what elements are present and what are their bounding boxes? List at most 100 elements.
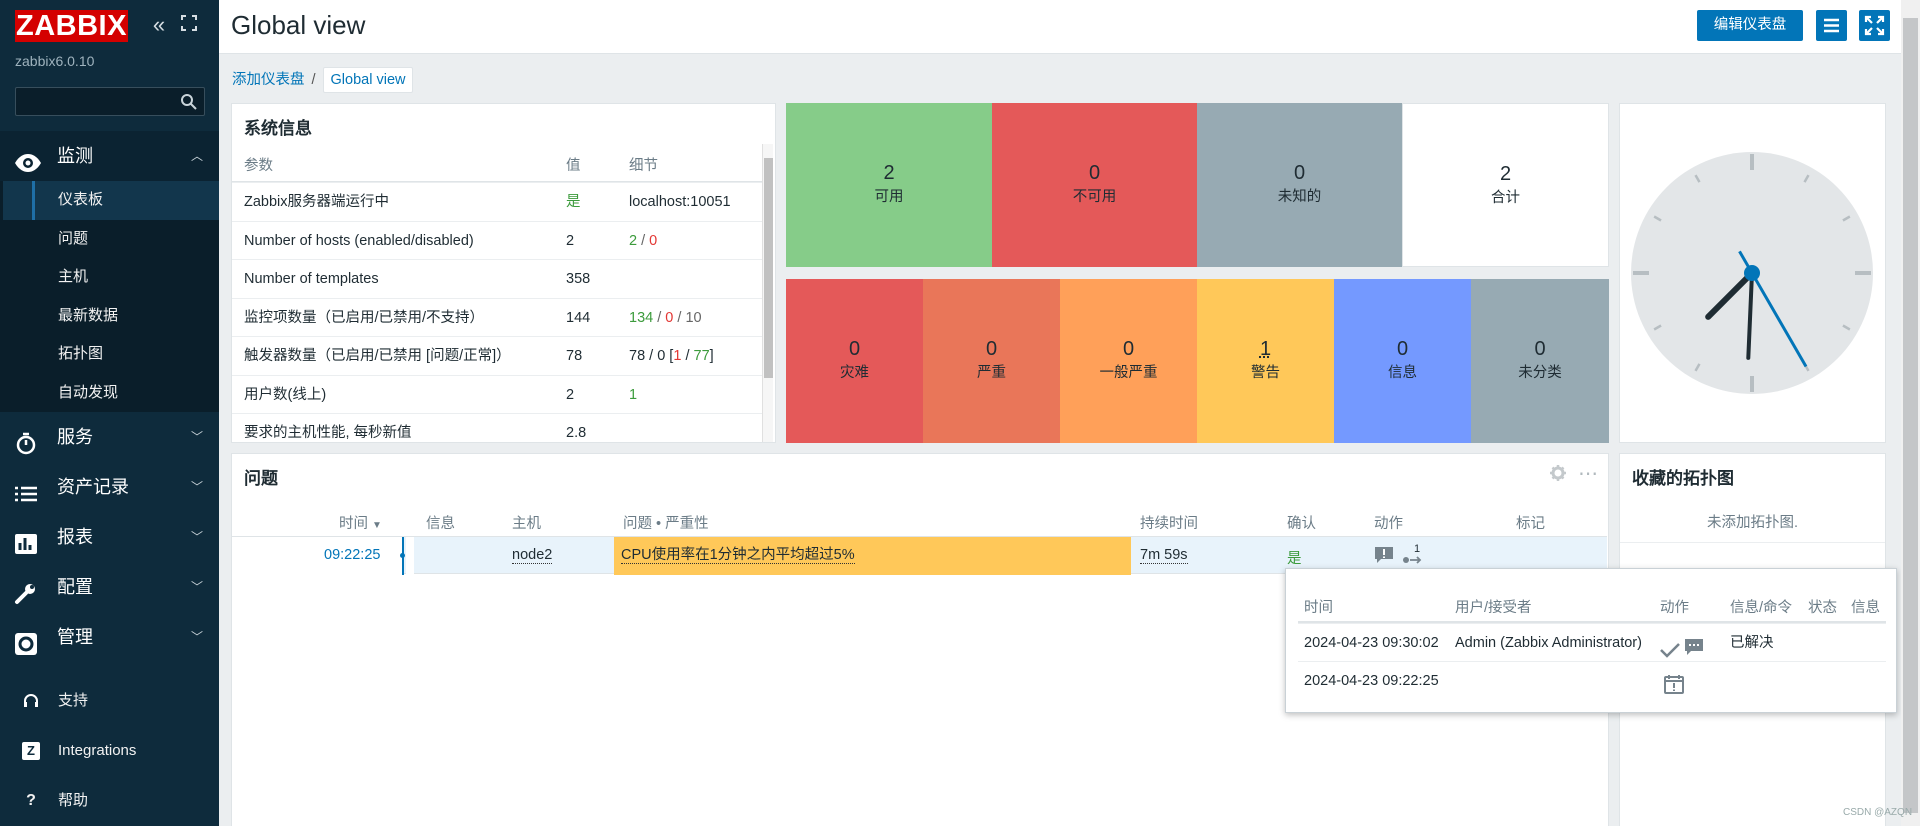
col-header-actions: 动作 [1374,516,1403,532]
minute-hand [1746,271,1754,360]
menu-label: 监测 [57,146,93,166]
severity-not-classified[interactable]: 0 未分类 [1471,279,1609,443]
severity-warning[interactable]: 1 警告 [1197,279,1334,443]
list-icon [14,475,40,502]
submenu-latest-data[interactable]: 最新数据 [58,306,119,324]
fullscreen-icon[interactable] [1859,10,1890,41]
param-cell: 要求的主机性能, 每秒新值 [244,425,412,441]
enabled-count: 134 [629,309,654,326]
col-header-tags: 标记 [1516,516,1545,532]
page-scrollbar[interactable] [1901,0,1920,826]
menu-administration[interactable]: 管理 ﹀ [0,612,219,662]
submenu-discovery[interactable]: 自动发现 [58,383,119,401]
menu-monitoring[interactable]: 监测 ︿ [0,131,219,181]
submenu-maps[interactable]: 拓扑图 [58,345,104,362]
tile-total[interactable]: 2 合计 [1402,103,1609,267]
param-cell: 触发器数量（已启用/已禁用 [问题/正常]） [244,348,511,364]
severity-high[interactable]: 0 严重 [923,279,1060,443]
menu-reports[interactable]: 报表 ﹀ [0,512,219,562]
menu-label: 报表 [57,527,93,547]
zabbix-z-icon: Z [22,742,40,760]
value-cell: 144 [566,309,591,326]
table-row: Number of templates 358 [232,259,762,298]
clock-tick [1653,324,1662,331]
problems-by-severity-widget: 0 灾难 0 严重 0 一般严重 1 警告 0 信息 0 未分类 [786,279,1609,443]
tile-count: 0 [1088,162,1101,184]
tile-available[interactable]: 2 可用 [786,103,992,267]
menu-configuration[interactable]: 配置 ﹀ [0,562,219,612]
search-icon[interactable] [180,93,198,115]
submenu-problems[interactable]: 问题 [58,229,89,247]
detail-cell: 1 [629,386,638,403]
problem-name[interactable]: CPU使用率在1分钟之内平均超过5% [621,547,855,564]
chevron-down-icon: ﹀ [190,530,203,544]
widget-more-icon[interactable]: ⋯ [1578,463,1599,485]
severity-information[interactable]: 0 信息 [1334,279,1471,443]
kiosk-mode-icon[interactable] [178,14,200,36]
monitoring-submenu: 仪表板 问题 主机 最新数据 拓扑图 自动发现 [0,181,219,412]
main-menu: 监测 ︿ 仪表板 问题 主机 最新数据 拓扑图 自动发现 服务 ﹀ 资产记录 ﹀ [0,131,219,662]
widget-scrollbar[interactable] [762,144,773,442]
headset-icon [22,692,40,710]
breadcrumb: 添加仪表盘 / Global view [232,67,414,93]
problem-time-link[interactable]: 09:22:25 [324,547,381,563]
message-icon[interactable] [1374,546,1394,568]
severity-disaster[interactable]: 0 灾难 [786,279,923,443]
popup-col-action: 动作 [1660,600,1689,616]
widget-settings-icon[interactable] [1549,464,1567,486]
tile-unknown[interactable]: 0 未知的 [1197,103,1402,267]
message-icon[interactable] [1684,633,1704,671]
menu-label: 服务 [57,427,93,447]
tile-unavailable[interactable]: 0 不可用 [992,103,1197,267]
value-cell: 78 [566,348,583,364]
problems-widget: 问题 ⋯ 时间 ▼ 信息 主机 问题 • 严重性 持续时间 确认 动作 标记 0… [231,453,1609,826]
menu-help[interactable]: ? 帮助 [0,776,219,826]
col-header-info: 信息 [426,516,455,532]
value-cell: 2 [566,386,575,403]
col-header-host: 主机 [512,516,541,532]
system-info-widget: 系统信息 参数 值 细节 Zabbix服务器端运行中 是 localhost:1… [231,103,776,443]
submenu-hosts[interactable]: 主机 [58,268,89,285]
sidebar: ZABBIX « zabbix6.0.10 监测 ︿ 仪表板 问题 主机 最新数… [0,0,219,826]
wrench-icon [14,575,40,604]
breadcrumb-parent[interactable]: 添加仪表盘 [232,72,305,88]
clock-tick [1653,215,1662,222]
hamburger-icon[interactable] [1816,10,1847,41]
actions-icon[interactable]: 1 [1402,543,1424,569]
tile-label: 未分类 [1518,365,1562,381]
empty-message: 未添加拓扑图. [1620,511,1885,543]
trigger-counts: 78 / 0 [ [629,348,674,364]
host-link[interactable]: node2 [512,547,553,564]
menu-integrations[interactable]: Z Integrations [0,726,219,776]
popup-time: 2024-04-23 09:22:25 [1304,673,1439,689]
severity-average[interactable]: 0 一般严重 [1060,279,1197,443]
submenu-dashboard[interactable]: 仪表板 [3,181,219,220]
value-cell: 358 [566,271,591,287]
chevron-down-icon: ﹀ [190,580,203,594]
gear-icon [14,625,40,655]
col-header-detail: 细节 [629,158,658,174]
menu-label: 资产记录 [57,477,129,497]
clock-tick [1803,174,1810,183]
collapse-sidebar-icon[interactable]: « [152,12,166,37]
bar-chart-icon [14,525,40,554]
menu-support[interactable]: 支持 [0,676,219,726]
table-row[interactable]: 09:22:25 node2 CPU使用率在1分钟之内平均超过5% 7m 59s… [232,536,1607,575]
table-row: 监控项数量（已启用/已禁用/不支持） 144 134 / 0 / 10 [232,297,762,337]
edit-dashboard-button[interactable]: 编辑仪表盘 [1697,10,1803,41]
ack-link[interactable]: 是 [1287,551,1302,567]
tile-label: 信息 [1388,365,1417,381]
breadcrumb-current[interactable]: Global view [322,67,414,93]
col-header-time[interactable]: 时间 ▼ [339,512,382,533]
tile-label: 灾难 [840,365,869,381]
menu-services[interactable]: 服务 ﹀ [0,412,219,462]
search-input[interactable] [15,87,205,116]
menu-inventory[interactable]: 资产记录 ﹀ [0,462,219,512]
table-row: 用户数(线上) 2 1 [232,374,762,414]
menu-label: 配置 [57,577,93,597]
problem-severity-cell[interactable]: CPU使用率在1分钟之内平均超过5% [614,537,1131,575]
zabbix-logo[interactable]: ZABBIX [15,10,128,42]
sort-down-icon: ▼ [372,520,382,531]
duration-link[interactable]: 7m 59s [1140,547,1188,564]
enabled-count: 2 [629,232,638,249]
